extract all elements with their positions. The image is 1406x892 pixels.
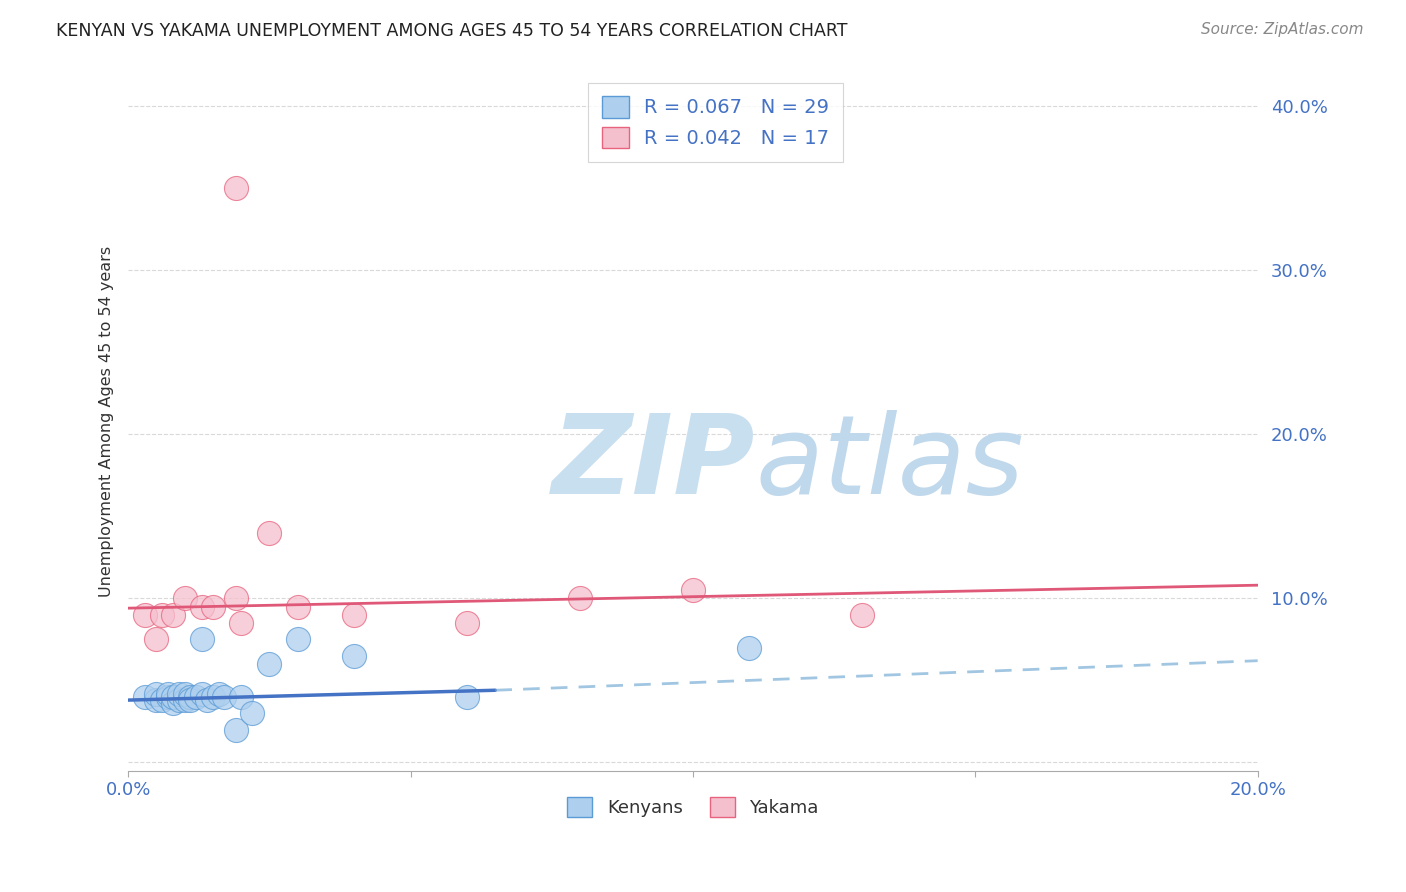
Point [456,615,478,630]
Point [190,632,212,647]
Point [134,607,156,622]
Point [162,690,184,704]
Point [225,591,247,606]
Point [173,693,195,707]
Point [173,591,195,606]
Point [259,657,281,671]
Point [287,632,309,647]
Point [179,690,201,704]
Point [173,687,195,701]
Point [287,599,309,614]
Point [201,690,224,704]
Point [195,693,218,707]
Point [231,615,253,630]
Point [225,181,247,195]
Y-axis label: Unemployment Among Ages 45 to 54 years: Unemployment Among Ages 45 to 54 years [100,246,114,598]
Point [456,690,478,704]
Legend: Kenyans, Yakama: Kenyans, Yakama [560,790,827,824]
Point [569,591,592,606]
Point [851,607,873,622]
Text: ZIP: ZIP [551,410,755,517]
Text: atlas: atlas [755,410,1024,517]
Point [150,693,173,707]
Point [212,690,235,704]
Point [134,690,156,704]
Point [231,690,253,704]
Point [156,690,179,704]
Point [145,632,167,647]
Point [738,640,761,655]
Point [201,599,224,614]
Point [162,697,184,711]
Point [184,690,207,704]
Point [145,693,167,707]
Point [259,525,281,540]
Point [225,723,247,737]
Point [167,687,190,701]
Point [167,693,190,707]
Text: Source: ZipAtlas.com: Source: ZipAtlas.com [1201,22,1364,37]
Point [207,687,229,701]
Point [145,687,167,701]
Point [150,607,173,622]
Point [156,687,179,701]
Point [343,607,366,622]
Text: KENYAN VS YAKAMA UNEMPLOYMENT AMONG AGES 45 TO 54 YEARS CORRELATION CHART: KENYAN VS YAKAMA UNEMPLOYMENT AMONG AGES… [56,22,848,40]
Point [343,648,366,663]
Point [190,687,212,701]
Point [162,607,184,622]
Point [682,583,704,598]
Point [190,599,212,614]
Point [242,706,264,721]
Point [179,693,201,707]
